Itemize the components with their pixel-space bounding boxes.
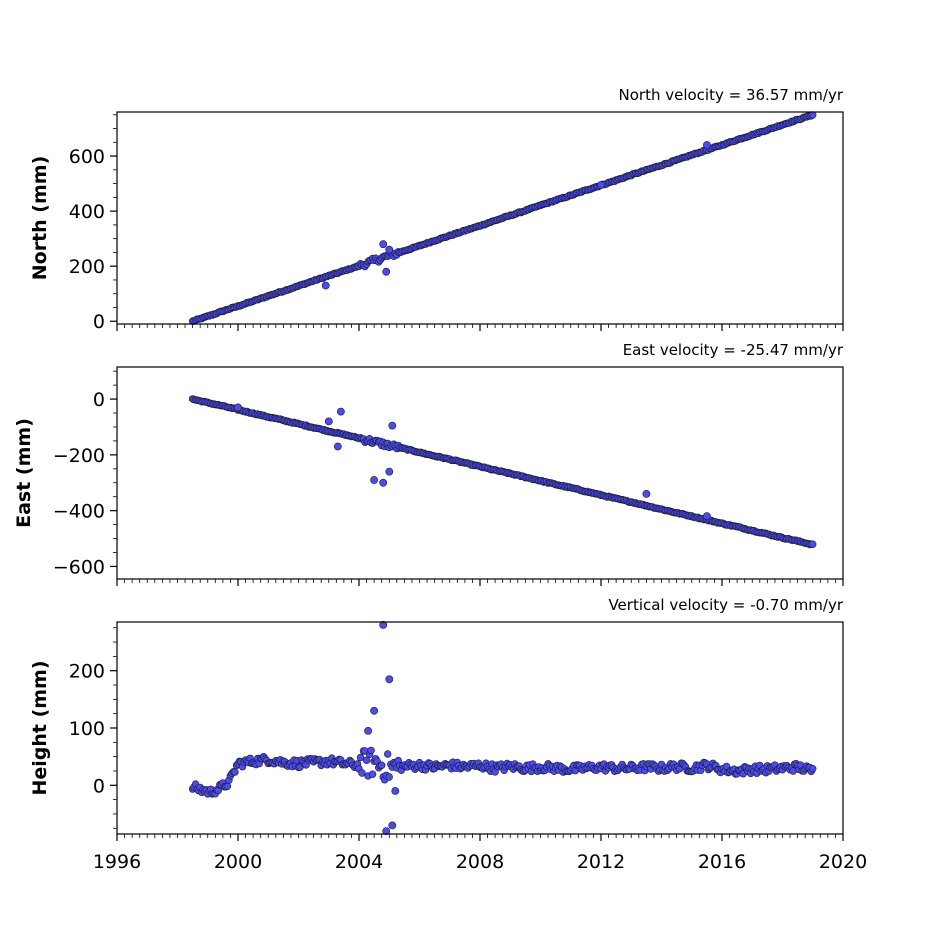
outlier-point <box>379 621 388 629</box>
east-y-axis-label: East (mm) <box>13 418 35 528</box>
outlier-point <box>703 512 711 521</box>
y-tick-label: 100 <box>69 718 105 740</box>
data-point <box>378 761 386 769</box>
outlier-point <box>385 675 394 684</box>
data-point <box>368 770 377 778</box>
height-points <box>188 621 817 835</box>
north-points <box>188 111 817 325</box>
y-tick-label: 0 <box>93 389 105 411</box>
height-axes-frame <box>116 621 844 835</box>
x-tick-label: 2020 <box>819 851 867 873</box>
outlier-point <box>234 403 242 412</box>
outlier-point <box>379 240 388 249</box>
y-tick-label: 0 <box>93 775 105 797</box>
north-x-ticks <box>116 324 844 331</box>
data-point <box>385 773 393 781</box>
x-tick-label: 2012 <box>577 851 625 873</box>
outlier-point <box>379 478 388 487</box>
data-point <box>358 769 366 777</box>
east-points <box>188 395 817 549</box>
outlier-point <box>333 442 342 451</box>
outlier-point <box>385 467 394 476</box>
outlier-point <box>321 281 330 290</box>
outlier-point <box>391 787 400 795</box>
east-axes-frame <box>116 366 844 580</box>
outlier-point <box>382 267 391 276</box>
outlier-point <box>382 827 391 835</box>
data-point <box>808 764 817 773</box>
outlier-point <box>370 706 378 715</box>
north-y-ticks: 0 200 400 600 <box>69 114 117 333</box>
height-panel: 1996 2000 2004 2008 2012 2016 2020 0 100 200 Heigh… <box>29 596 867 873</box>
x-tick-label: 2004 <box>335 851 383 873</box>
east-velocity-title: East velocity = -25.47 mm/yr <box>623 341 844 359</box>
data-point <box>223 782 232 790</box>
outlier-point <box>703 141 711 149</box>
data-point <box>808 540 817 548</box>
y-tick-label: 400 <box>69 201 105 223</box>
y-tick-label: −200 <box>53 445 105 467</box>
height-y-ticks: 0 100 200 <box>69 627 117 829</box>
north-velocity-title: North velocity = 36.57 mm/yr <box>619 86 844 104</box>
height-y-axis-label: Height (mm) <box>29 660 51 795</box>
y-tick-label: 200 <box>69 661 105 683</box>
data-point <box>367 746 375 755</box>
outlier-point <box>642 489 651 498</box>
data-point <box>231 768 239 776</box>
height-velocity-title: Vertical velocity = -0.70 mm/yr <box>608 596 843 614</box>
y-tick-label: −600 <box>53 556 105 578</box>
outlier-point <box>388 821 397 830</box>
outlier-point <box>370 476 378 484</box>
y-tick-label: 600 <box>69 146 105 168</box>
x-tick-label: 1996 <box>93 851 141 873</box>
x-tick-label: 2000 <box>214 851 262 873</box>
outlier-point <box>324 417 333 426</box>
height-x-ticks: 1996 2000 2004 2008 2012 2016 2020 <box>93 834 867 873</box>
outlier-point <box>597 181 605 189</box>
north-y-axis-label: North (mm) <box>29 156 51 281</box>
east-panel: 0 −200 −400 −600 East (mm) East velocity = -2… <box>13 341 844 586</box>
north-panel: 0 200 400 600 North (mm) North velocity = 36.… <box>29 86 844 333</box>
x-tick-label: 2008 <box>456 851 504 873</box>
east-y-ticks: 0 −200 −400 −600 <box>53 370 117 578</box>
x-tick-label: 2016 <box>698 851 746 873</box>
data-point <box>362 756 371 764</box>
outlier-point <box>388 421 397 430</box>
data-point <box>384 750 392 758</box>
y-tick-label: 200 <box>69 256 105 278</box>
outlier-point <box>364 727 372 735</box>
data-point <box>356 753 365 762</box>
y-tick-label: −400 <box>53 501 105 523</box>
east-x-ticks <box>116 579 844 586</box>
y-tick-label: 0 <box>93 311 105 333</box>
outlier-point <box>336 407 345 416</box>
outlier-point <box>385 245 394 254</box>
